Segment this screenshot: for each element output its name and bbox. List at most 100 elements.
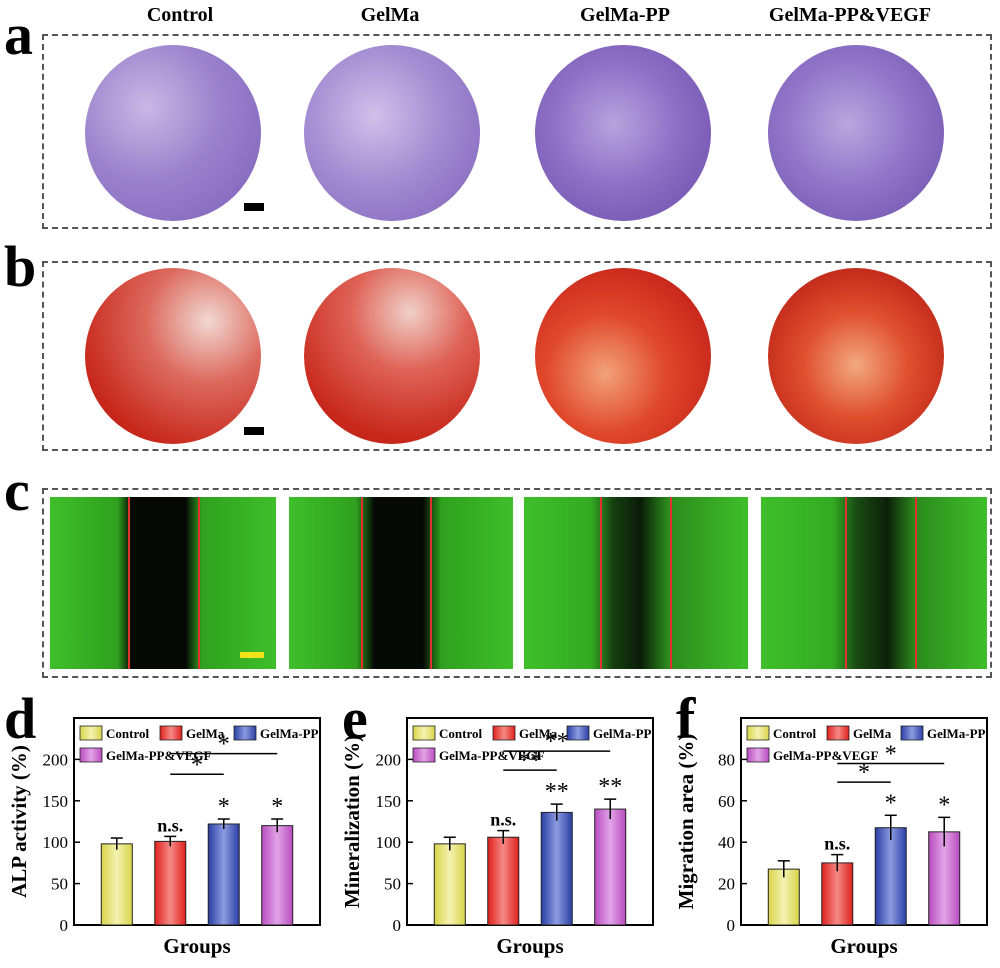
legend-label: GelMa-PP [927,726,986,741]
legend-swatch [900,725,924,741]
bracket-label: * [191,752,203,778]
significance-label: * [218,794,230,820]
legend-label: GelMa [186,726,225,741]
migration-boundary-left [361,497,363,669]
legend-swatch [233,725,257,741]
bar-gelma-pp-vegf [261,825,294,926]
bracket-label: ** [545,729,569,755]
legend-swatch [412,725,436,741]
bracket-label: * [858,760,870,786]
migration-image-gelma-pp-vegf [761,497,987,669]
alizarin-red-dish-gelma-pp [535,268,711,444]
migration-boundary-right [915,497,917,669]
chart-e: 0 50 100 150 200 Mineralization (%) Groups n.s.… [340,717,654,958]
y-tick-label: 150 [376,792,402,811]
significance-label: n.s. [490,810,516,830]
migration-image-gelma [289,497,513,669]
column-label-control: Control [146,4,214,26]
bar-gelma-pp [540,811,573,926]
bar-gelma-pp [874,827,907,926]
x-axis-label: Groups [496,934,563,958]
plot-frame [406,717,654,926]
significance-label: n.s. [824,834,850,854]
y-tick-label: 60 [718,792,735,811]
legend-swatch [412,747,436,763]
legend-swatch [566,725,590,741]
x-axis-label: Groups [163,934,230,958]
significance-label: * [885,790,897,816]
legend-label: GelMa-PP&VEGF [106,748,211,763]
panel-a-frame [42,34,992,229]
bar-gelma-pp-vegf [928,831,961,926]
y-tick-label: 200 [376,750,402,769]
legend-swatch [79,725,103,741]
y-tick-label: 0 [727,916,736,935]
legend-label: Control [106,726,149,741]
y-tick-label: 20 [718,875,735,894]
chart-d: 0 50 100 150 200 ALP activity (%) Groups n.s. * *… [7,717,321,958]
crystal-violet-dish-gelma-pp-vegf [768,45,944,221]
bracket-label: ** [518,748,542,774]
alizarin-red-dish-gelma-pp-vegf [768,268,944,444]
y-axis-label: Migration area (%) [674,734,698,910]
scale-bar-c [240,652,264,658]
legend-label: Control [773,726,816,741]
migration-boundary-right [430,497,432,669]
significance-label: * [271,794,283,820]
alizarin-red-dish-gelma [304,268,480,444]
plot-frame [740,717,988,926]
legend-swatch [159,725,183,741]
y-tick-label: 0 [393,916,402,935]
bar-control [767,868,800,926]
crystal-violet-dish-gelma [304,45,480,221]
column-label-gelma: GelMa [360,4,420,26]
x-axis-label: Groups [830,934,897,958]
legend-label: GelMa [519,726,558,741]
scale-bar-b [244,427,264,435]
panel-label-f: f [676,686,696,751]
bar-gelma-pp [207,823,240,926]
bracket-label: * [885,742,897,768]
bar-control [433,843,466,926]
scale-bar-a [244,203,264,211]
legend-label: Control [439,726,482,741]
bar-control [100,843,133,926]
panel-label-d: d [4,686,37,751]
panel-b-frame [42,261,992,451]
panel-label-a: a [4,2,33,67]
legend-swatch [746,725,770,741]
y-tick-label: 50 [51,875,68,894]
y-tick-label: 50 [384,875,401,894]
legend-swatch [746,747,770,763]
significance-label: n.s. [157,815,183,835]
y-tick-label: 0 [60,916,69,935]
migration-boundary-right [198,497,200,669]
crystal-violet-dish-gelma-pp [535,45,711,221]
panel-label-c: c [4,458,30,523]
y-axis-label: ALP activity (%) [7,745,31,898]
legend-label: GelMa [853,726,892,741]
significance-label: ** [598,774,622,800]
alizarin-red-dish-control [85,268,261,444]
bracket-label: * [218,732,230,758]
significance-label: ** [545,779,569,805]
y-tick-label: 40 [718,833,735,852]
bar-gelma [487,836,520,926]
y-axis-label: Mineralization (%) [340,735,364,908]
bar-gelma [821,862,854,926]
column-label-gelma-pp-vegf: GelMa-PP&VEGF [768,4,932,26]
panel-c-frame [42,488,992,678]
panel-label-e: e [342,686,368,751]
chart-f: 0 20 40 60 80 Migration area (%) Groups n.s. * * *… [674,717,988,958]
y-tick-label: 150 [43,792,69,811]
legend-swatch [492,725,516,741]
legend-label: GelMa-PP [260,726,319,741]
bar-gelma-pp-vegf [594,808,627,926]
panel-label-b: b [4,234,37,299]
significance-label: * [938,792,950,818]
migration-boundary-left [600,497,602,669]
migration-boundary-left [128,497,130,669]
column-label-gelma-pp: GelMa-PP [580,4,670,26]
migration-image-control [50,497,276,669]
legend-label: GelMa-PP&VEGF [439,748,544,763]
